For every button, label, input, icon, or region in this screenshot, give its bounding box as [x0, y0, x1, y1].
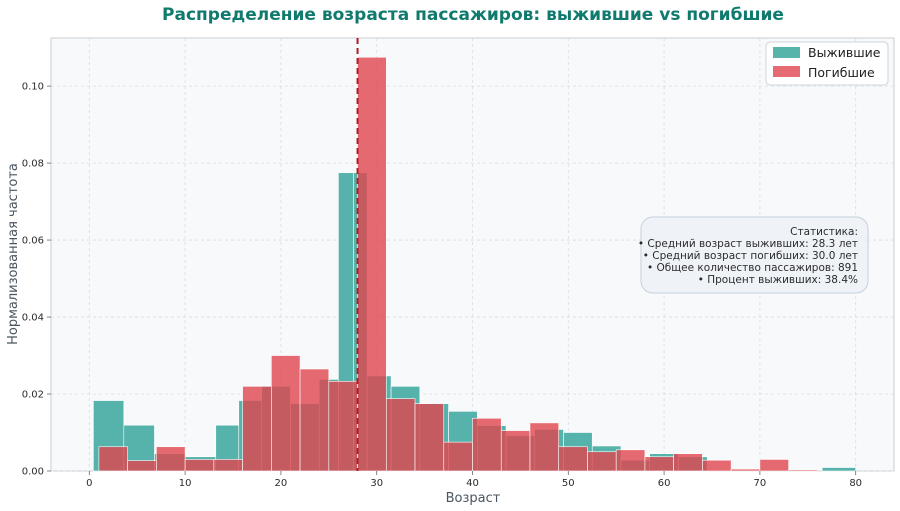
bar-died [299, 368, 330, 472]
bar-survived [821, 467, 856, 472]
bar-died [184, 459, 215, 472]
bar-died [357, 56, 387, 472]
chart-title: Распределение возраста пассажиров: выжив… [162, 5, 784, 25]
bar-died [529, 422, 560, 472]
x-tick-label: 60 [658, 478, 671, 489]
y-tick-label: 0.08 [22, 159, 44, 170]
y-axis-ticks: 0.00 0.02 0.04 0.06 0.08 0.10 [22, 82, 51, 478]
bar-died [730, 468, 761, 472]
y-tick-label: 0.04 [22, 313, 44, 324]
bar-died [385, 398, 416, 472]
y-axis-label: Нормализованная частота [6, 163, 21, 345]
bar-died [759, 459, 789, 472]
stats-box: Статистика: • Средний возраст выживших: … [638, 216, 869, 294]
legend: Выжившие Погибшие [765, 41, 889, 86]
bar-died [328, 381, 358, 472]
x-tick-label: 0 [86, 478, 92, 489]
bar-died [271, 355, 301, 472]
stats-line: • Процент выживших: 38.4% [698, 274, 858, 286]
bar-died [558, 446, 588, 472]
x-tick-label: 80 [849, 478, 862, 489]
bar-died [673, 453, 703, 472]
bar-died [587, 451, 617, 472]
bar-died [213, 459, 243, 472]
x-tick-label: 20 [275, 478, 288, 489]
x-tick-label: 50 [562, 478, 575, 489]
bar-died [472, 417, 502, 472]
bar-died [414, 403, 445, 472]
bar-died [788, 469, 818, 472]
stats-line: • Общее количество пассажиров: 891 [647, 262, 858, 274]
x-tick-label: 40 [466, 478, 479, 489]
bar-died [500, 430, 531, 472]
bar-died [615, 449, 646, 472]
stats-line: • Средний возраст погибших: 30.0 лет [643, 250, 858, 262]
x-axis-label: Возраст [446, 491, 501, 506]
x-axis-ticks: 0 10 20 30 40 50 60 70 80 [86, 471, 862, 489]
bar-died [443, 441, 473, 472]
bar-died [127, 460, 157, 472]
bar-died [242, 386, 272, 472]
y-tick-label: 0.10 [22, 82, 44, 93]
legend-label-died: Погибшие [808, 65, 875, 80]
y-tick-label: 0.06 [22, 236, 44, 247]
bar-died [156, 446, 186, 472]
x-tick-label: 30 [370, 478, 383, 489]
stats-line: • Средний возраст выживших: 28.3 лет [638, 238, 858, 250]
bar-died [98, 446, 128, 472]
died-bars [98, 56, 818, 472]
legend-label-survived: Выжившие [808, 45, 881, 60]
x-tick-label: 70 [754, 478, 767, 489]
y-tick-label: 0.02 [22, 390, 44, 401]
legend-swatch-survived [773, 47, 800, 58]
bar-died [644, 456, 674, 472]
x-tick-label: 10 [179, 478, 192, 489]
legend-swatch-died [773, 66, 800, 77]
y-tick-label: 0.00 [22, 467, 44, 478]
bar-died [702, 459, 732, 472]
stats-title: Статистика: [790, 226, 858, 238]
stats-box-frame [640, 216, 869, 294]
